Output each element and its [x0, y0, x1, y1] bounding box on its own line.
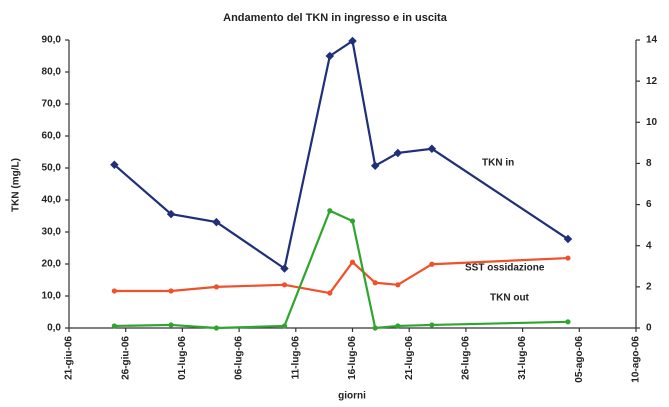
y-tick-label: 50,0	[42, 163, 62, 174]
point	[166, 209, 176, 219]
point	[393, 148, 403, 158]
y-axis-label: TKN (mg/L)	[11, 158, 22, 212]
x-tick-label: 10-ago-06	[631, 336, 642, 383]
point	[349, 259, 356, 265]
point	[168, 288, 174, 294]
point	[281, 282, 288, 288]
series-label: TKN out	[490, 293, 530, 304]
series-label: SST ossidazione	[465, 263, 545, 274]
point	[429, 261, 435, 267]
point	[213, 284, 220, 290]
point	[280, 264, 289, 273]
x-tick-label: 26-giu-06	[120, 336, 131, 380]
point	[111, 323, 117, 329]
y-tick-label: 20,0	[42, 259, 62, 270]
point	[168, 322, 174, 328]
y2-tick-label: 2	[646, 281, 652, 292]
point	[395, 323, 401, 329]
point	[327, 290, 333, 296]
point	[327, 208, 333, 214]
point	[213, 325, 220, 331]
point	[565, 319, 571, 325]
y-tick-label: 80,0	[42, 67, 62, 78]
y-tick-label: 10,0	[42, 291, 62, 302]
point	[212, 217, 221, 227]
x-tick-label: 05-ago-06	[574, 336, 585, 383]
y-tick-label: 40,0	[42, 195, 62, 206]
x-tick-label: 21-lug-06	[404, 336, 415, 380]
point	[111, 288, 117, 294]
series-line	[114, 209, 568, 330]
series-label: TKN in	[482, 158, 514, 169]
y-tick-label: 90,0	[42, 35, 62, 46]
y-tick-label: 0,0	[47, 323, 61, 334]
x-tick-label: 06-lug-06	[234, 336, 245, 380]
point	[349, 218, 356, 224]
x-tick-label: 21-giu-06	[64, 336, 75, 380]
x-tick-label: 16-lug-06	[347, 336, 358, 380]
y2-tick-label: 6	[646, 199, 652, 210]
point	[372, 325, 378, 331]
y2-tick-label: 12	[646, 76, 658, 87]
y-tick-label: 70,0	[42, 99, 62, 110]
point	[565, 255, 571, 261]
point	[372, 280, 378, 286]
y2-tick-label: 10	[646, 117, 658, 128]
x-axis-label: giorni	[338, 391, 366, 402]
x-tick-label: 11-lug-06	[290, 336, 301, 380]
point	[281, 323, 288, 329]
point	[348, 36, 357, 46]
series-line	[113, 39, 569, 271]
point	[370, 161, 380, 171]
y-tick-label: 60,0	[42, 131, 62, 142]
point	[110, 160, 119, 170]
x-tick-label: 26-lug-06	[461, 336, 472, 380]
point	[427, 144, 437, 154]
y2-tick-label: 8	[646, 158, 652, 169]
y2-tick-label: 4	[646, 240, 652, 251]
chart-title: Andamento del TKN in ingresso e in uscit…	[223, 12, 448, 24]
point	[325, 51, 335, 61]
series-line	[114, 256, 569, 295]
point	[429, 322, 435, 328]
y2-tick-label: 14	[646, 35, 658, 46]
x-tick-label: 01-lug-06	[177, 336, 188, 380]
y2-tick-label: 0	[646, 323, 652, 334]
point	[395, 282, 401, 288]
x-tick-label: 31-lug-06	[517, 336, 528, 380]
y-tick-label: 30,0	[42, 227, 62, 238]
